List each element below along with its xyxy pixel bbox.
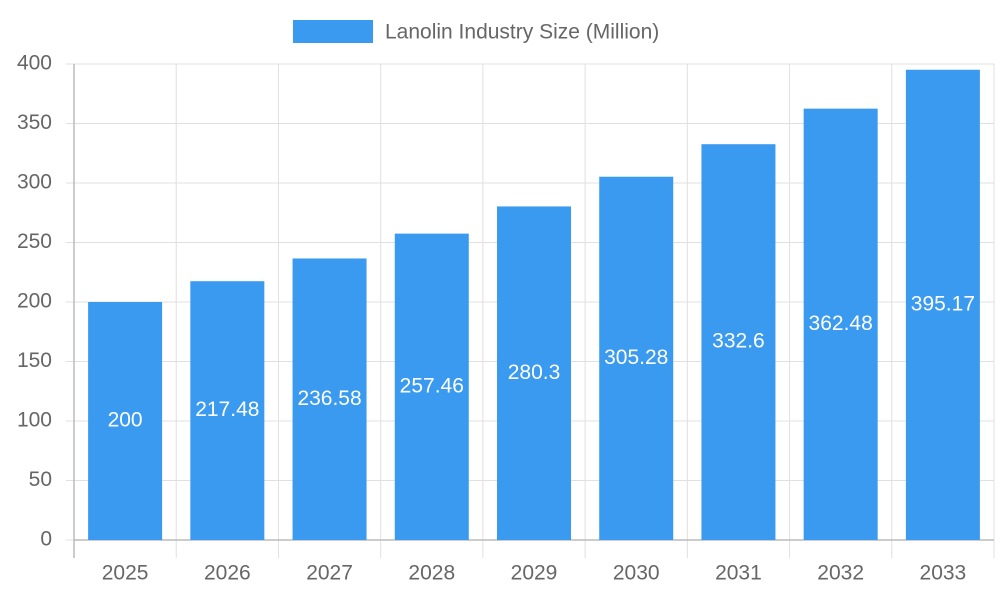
legend-swatch[interactable] bbox=[293, 20, 373, 43]
y-tick-label: 400 bbox=[17, 52, 52, 75]
bar bbox=[292, 258, 367, 540]
y-tick-label: 300 bbox=[17, 171, 52, 194]
x-tick-label: 2026 bbox=[204, 562, 251, 585]
bar bbox=[88, 302, 163, 540]
data-label: 332.6 bbox=[712, 330, 765, 353]
y-tick-label: 150 bbox=[17, 349, 52, 372]
x-tick-label: 2027 bbox=[306, 562, 353, 585]
x-tick-label: 2030 bbox=[613, 562, 660, 585]
x-tick-label: 2031 bbox=[715, 562, 762, 585]
x-tick-label: 2033 bbox=[920, 562, 967, 585]
y-tick-label: 100 bbox=[17, 409, 52, 432]
bar bbox=[701, 144, 776, 540]
bar bbox=[803, 108, 878, 540]
bar bbox=[394, 233, 469, 540]
x-tick-label: 2025 bbox=[102, 562, 149, 585]
legend-label[interactable]: Lanolin Industry Size (Million) bbox=[385, 21, 659, 44]
bar bbox=[599, 176, 674, 540]
bar bbox=[190, 281, 265, 540]
data-label: 362.48 bbox=[809, 312, 873, 335]
y-tick-label: 200 bbox=[17, 290, 52, 313]
data-label: 305.28 bbox=[604, 346, 668, 369]
y-tick-label: 350 bbox=[17, 111, 52, 134]
data-label: 395.17 bbox=[911, 292, 975, 315]
data-label: 257.46 bbox=[400, 374, 464, 397]
data-label: 217.48 bbox=[195, 398, 259, 421]
bar bbox=[905, 69, 980, 540]
data-label: 280.3 bbox=[508, 361, 561, 384]
y-tick-label: 50 bbox=[29, 468, 52, 491]
data-label: 200 bbox=[108, 409, 143, 432]
data-label: 236.58 bbox=[297, 387, 361, 410]
x-tick-label: 2032 bbox=[817, 562, 864, 585]
x-tick-label: 2028 bbox=[408, 562, 455, 585]
y-tick-label: 250 bbox=[17, 230, 52, 253]
x-tick-label: 2029 bbox=[511, 562, 558, 585]
y-tick-label: 0 bbox=[40, 528, 52, 551]
bar bbox=[497, 206, 571, 540]
